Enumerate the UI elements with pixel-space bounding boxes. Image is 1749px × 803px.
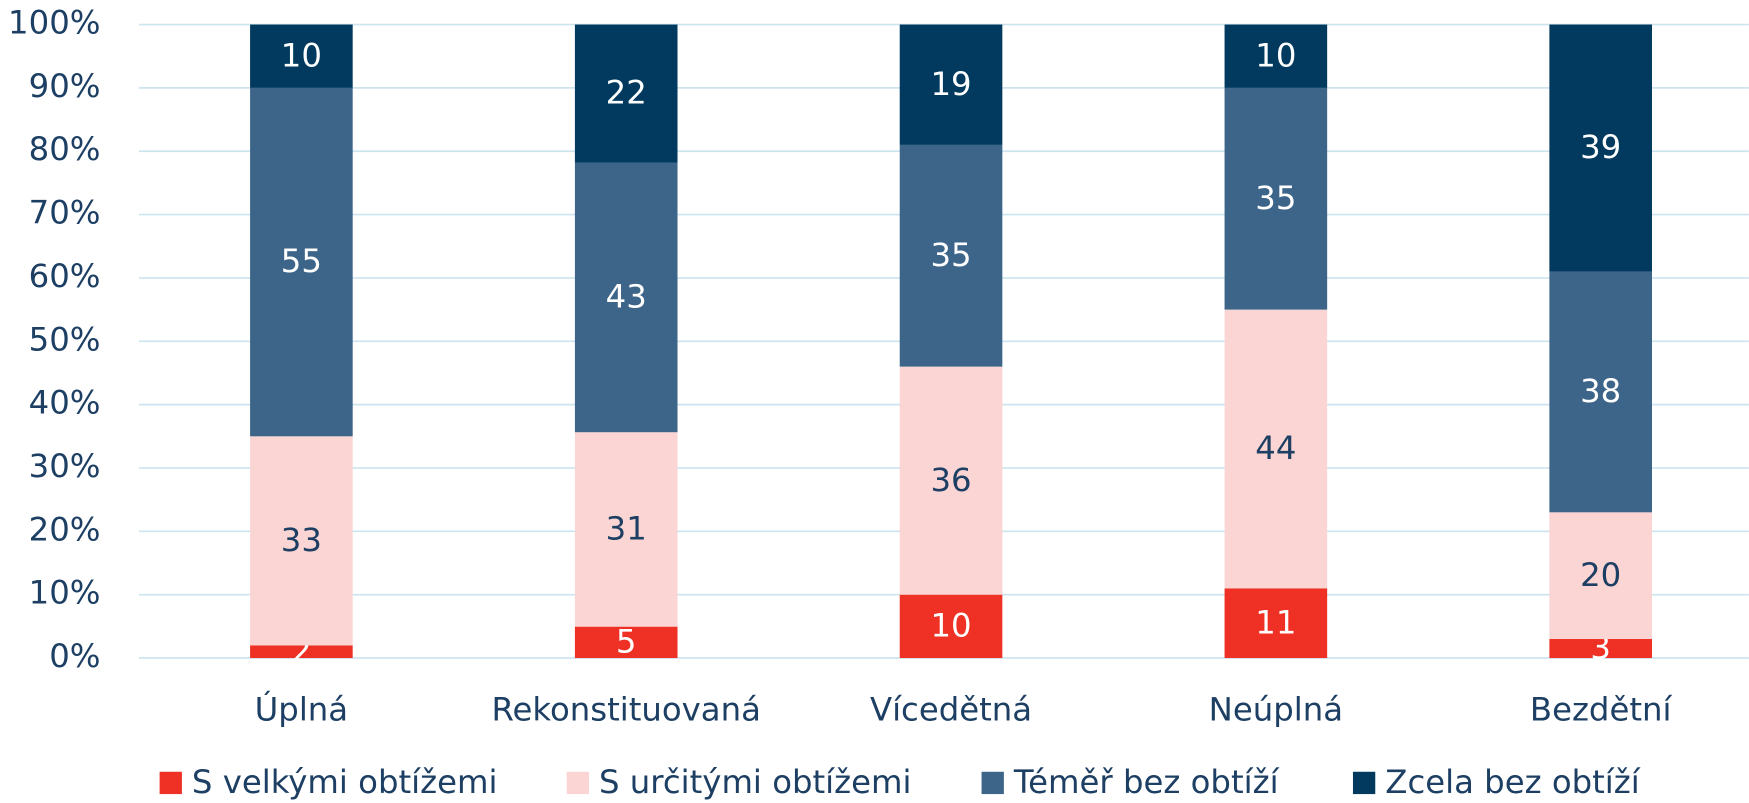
data-label: 22 — [606, 74, 647, 112]
data-label: 55 — [281, 242, 322, 280]
legend-swatch — [159, 771, 182, 795]
legend-label: Téměř bez obtíží — [1013, 763, 1280, 801]
bar-segment — [899, 24, 1003, 145]
x-tick-label: Rekonstituovaná — [492, 691, 761, 729]
bar-segment — [1549, 512, 1652, 640]
bar-segment — [574, 432, 678, 627]
bar-segment — [250, 645, 353, 659]
data-label: 20 — [1580, 556, 1621, 594]
bar-segment — [1224, 588, 1328, 659]
legend-label: S určitými obtížemi — [599, 763, 911, 801]
data-label: 10 — [1255, 36, 1296, 74]
bar-segment — [574, 24, 678, 163]
data-label: 44 — [1255, 429, 1296, 467]
bar-segment — [250, 87, 353, 437]
bar-segment — [1549, 24, 1652, 272]
y-tick-label: 90% — [29, 67, 101, 105]
data-label: 5 — [616, 622, 637, 660]
y-tick-label: 70% — [29, 194, 101, 232]
data-label: 31 — [606, 510, 647, 548]
legend-label: S velkými obtížemi — [192, 763, 498, 801]
bar-segment — [899, 594, 1003, 659]
data-label: 10 — [281, 36, 322, 74]
y-tick-label: 50% — [29, 320, 101, 358]
data-label: 19 — [930, 65, 971, 103]
legend-swatch — [981, 771, 1004, 795]
x-tick-label: Úplná — [255, 690, 348, 729]
bar-segment — [574, 162, 678, 433]
y-tick-label: 10% — [29, 574, 101, 612]
y-tick-label: 60% — [29, 257, 101, 295]
bar-segment — [899, 366, 1003, 595]
y-tick-label: 80% — [29, 130, 101, 168]
bar-segment — [1549, 271, 1652, 513]
y-tick-label: 100% — [8, 4, 100, 42]
bar-segment — [1224, 309, 1328, 589]
data-label: 10 — [930, 606, 971, 644]
x-tick-label: Vícedětná — [870, 691, 1032, 729]
x-tick-label: Neúplná — [1209, 691, 1343, 729]
bar-segment — [574, 626, 678, 659]
data-label: 39 — [1580, 128, 1621, 166]
y-tick-label: 20% — [29, 510, 101, 548]
bar-segment — [899, 144, 1003, 367]
bar-segment — [1224, 24, 1328, 88]
bar-segment — [1549, 639, 1652, 659]
y-tick-label: 40% — [29, 384, 101, 422]
bar-segment — [250, 24, 353, 88]
data-label: 36 — [930, 461, 971, 499]
data-label: 43 — [606, 277, 647, 315]
data-label: 33 — [281, 521, 322, 559]
y-tick-label: 30% — [29, 447, 101, 485]
data-label: 35 — [930, 236, 971, 274]
y-tick-label: 0% — [49, 637, 100, 675]
data-label: 35 — [1255, 179, 1296, 217]
legend-swatch — [1352, 771, 1376, 795]
data-label: 11 — [1255, 603, 1296, 641]
legend-label: Zcela bez obtíží — [1385, 763, 1640, 801]
x-tick-label: Bezdětní — [1530, 691, 1673, 729]
data-label: 38 — [1580, 372, 1621, 410]
bar-segment — [1224, 87, 1328, 310]
bar-segment — [250, 436, 353, 646]
legend-swatch — [566, 771, 589, 795]
